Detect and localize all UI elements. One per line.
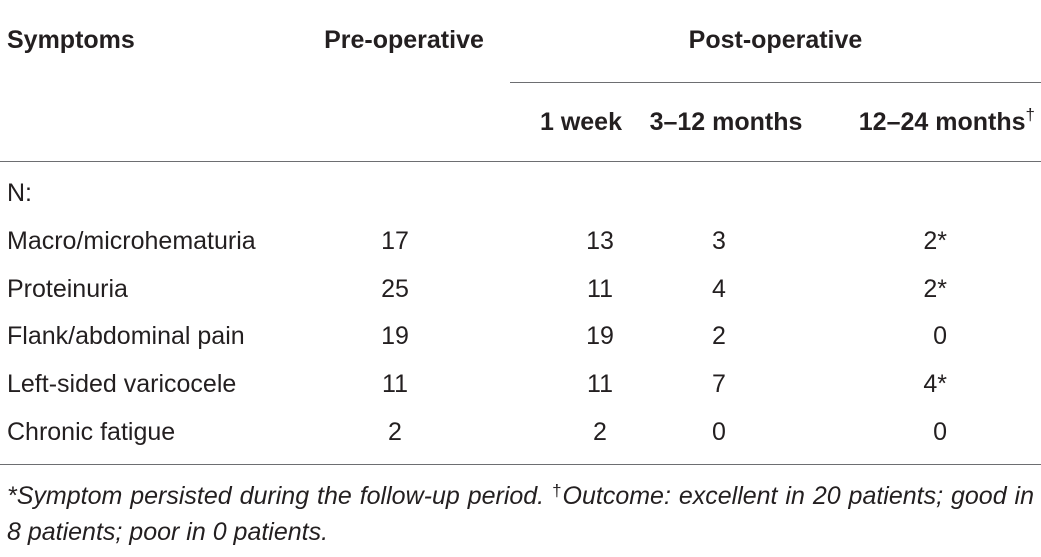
12-24-months-cell: 0 [933, 322, 947, 351]
3-12-months-cell: 4 [712, 274, 726, 303]
header-postoperative: Post-operative [510, 0, 1041, 83]
symptom-cell: Chronic fatigue [0, 408, 298, 466]
header-preoperative: Pre-operative [324, 25, 484, 54]
preoperative-cell: 11 [382, 370, 408, 399]
12-24-months-cell: 2* [923, 274, 947, 303]
3-12-months-cell: 0 [628, 408, 824, 466]
group-row: N: [0, 162, 1041, 218]
one-week-cell: 2 [510, 408, 628, 466]
header-12-24-months: 12–24 months† [824, 82, 1041, 162]
12-24-months-cell: 0 [824, 408, 1041, 466]
table-row: Chronic fatigue 2 2 0 0 [0, 408, 1041, 466]
header-12-24-months-label: 12–24 months [858, 107, 1026, 136]
header-3-12-months: 3–12 months [628, 82, 824, 162]
preoperative-cell: 19 [381, 322, 409, 351]
table-header: Symptoms Pre-operative Post-operative 1 … [0, 0, 1041, 162]
12-24-months-cell: 4* [923, 370, 947, 399]
header-postoperative-label: Post-operative [688, 25, 863, 54]
one-week-cell: 11 [587, 274, 613, 303]
table-body: N: Macro/microhematuria 17 13 3 2* Prote… [0, 162, 1041, 466]
table-footnote: *Symptom persisted during the follow-up … [7, 478, 1034, 550]
one-week-cell: 19 [586, 322, 614, 351]
symptom-cell: Flank/abdominal pain [7, 322, 245, 351]
dagger-note: Outcome: excellent in 20 patients; good … [7, 482, 1034, 546]
preoperative-cell: 2 [298, 408, 510, 466]
preoperative-cell: 25 [381, 274, 409, 303]
header-symptoms: Symptoms [7, 25, 135, 54]
symptom-cell: Proteinuria [7, 274, 128, 303]
table-row: Proteinuria 25 11 4 2* [0, 265, 1041, 313]
preoperative-cell: 17 [381, 227, 409, 256]
3-12-months-cell: 7 [712, 370, 726, 399]
12-24-months-cell: 2* [923, 227, 947, 256]
header-one-week: 1 week [510, 82, 628, 162]
header-row-sub: 1 week 3–12 months 12–24 months† [0, 82, 1041, 162]
symptom-cell: Left-sided varicocele [7, 370, 237, 399]
3-12-months-cell: 2 [712, 322, 726, 351]
table-row: Macro/microhematuria 17 13 3 2* [0, 218, 1041, 266]
one-week-cell: 13 [586, 227, 614, 256]
one-week-cell: 11 [587, 370, 613, 399]
header-row-top: Symptoms Pre-operative Post-operative [0, 0, 1041, 83]
table-row: Left-sided varicocele 11 11 7 4* [0, 361, 1041, 409]
table-row: Flank/abdominal pain 19 19 2 0 [0, 313, 1041, 361]
3-12-months-cell: 3 [712, 227, 726, 256]
header-blank-pre [298, 82, 510, 162]
footnote-dagger-marker: † [552, 481, 563, 500]
asterisk-note: *Symptom persisted during the follow-up … [7, 482, 545, 510]
group-label: N: [7, 179, 32, 208]
header-blank-symptoms [0, 82, 298, 162]
symptoms-table: Symptoms Pre-operative Post-operative 1 … [0, 0, 1041, 466]
symptom-cell: Macro/microhematuria [7, 227, 256, 256]
dagger-marker: † [1025, 104, 1035, 124]
